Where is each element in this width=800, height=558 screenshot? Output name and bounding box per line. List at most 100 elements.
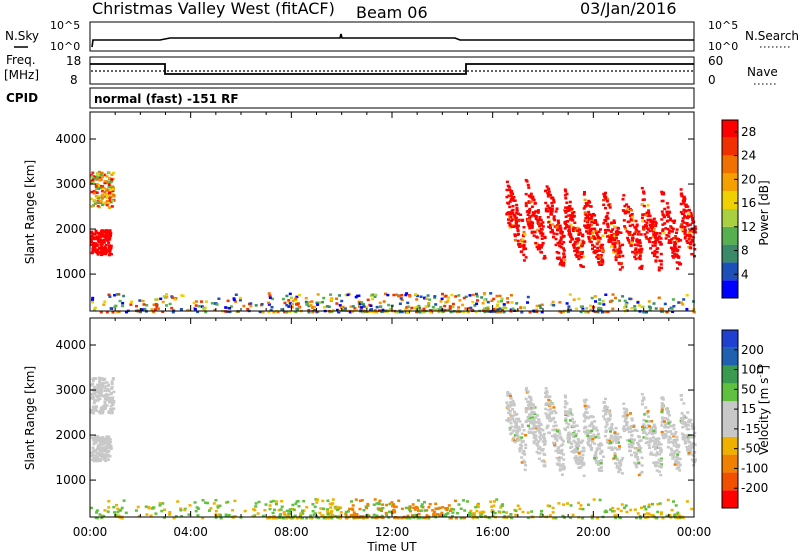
velocity-cell <box>599 466 603 469</box>
velocity-cell <box>569 409 572 412</box>
power-cell <box>563 227 567 230</box>
power-cell <box>486 307 490 311</box>
velocity-cell <box>272 515 276 518</box>
velocity-cell <box>99 457 103 461</box>
velocity-cell <box>604 404 607 408</box>
power-cell <box>415 305 419 309</box>
velocity-cell <box>92 448 96 452</box>
velocity-cell <box>416 499 420 502</box>
power-cell <box>480 296 484 299</box>
power-cell <box>404 293 408 297</box>
velocity-cell <box>680 412 684 415</box>
velocity-cell <box>673 463 677 466</box>
velocity-cell <box>508 418 512 422</box>
power-cell <box>512 214 516 217</box>
power-cell <box>589 213 593 216</box>
power-cell <box>104 252 108 256</box>
power-cell <box>612 221 616 224</box>
power-cell <box>563 255 567 259</box>
velocity-colorbar-label: Velocity [m s-1] <box>756 365 771 455</box>
velocity-cell <box>326 499 330 502</box>
power-cell <box>567 228 571 231</box>
velocity-cell <box>628 439 632 443</box>
cpid-text: normal (fast) -151 RF <box>94 92 239 106</box>
nsearch-tick-high: 10^5 <box>708 19 738 32</box>
power-cell <box>691 239 695 242</box>
power-cell <box>295 303 298 306</box>
velocity-cell <box>656 510 660 514</box>
power-cell <box>508 224 512 227</box>
power-cell <box>570 211 574 215</box>
velocity-cell <box>302 499 306 503</box>
power-cell <box>457 306 461 309</box>
velocity-cell <box>577 429 581 433</box>
velocity-cell <box>207 509 211 512</box>
power-cell <box>623 299 627 303</box>
velocity-cell <box>93 377 97 380</box>
velocity-cell <box>613 514 617 517</box>
velocity-cell <box>292 508 296 512</box>
velocity-cell <box>582 449 586 453</box>
power-cell <box>509 294 513 297</box>
velocity-cell <box>630 433 634 437</box>
velocity-cell <box>101 436 105 439</box>
power-cell <box>260 303 264 306</box>
power-cell <box>634 247 638 250</box>
velocity-cell <box>631 429 635 433</box>
velocity-cell <box>102 446 106 449</box>
velocity-cell <box>509 394 512 398</box>
power-cell <box>97 184 101 187</box>
power-cell <box>540 243 544 247</box>
velocity-cell <box>326 510 330 513</box>
power-cell <box>573 240 577 244</box>
velocity-cell <box>505 419 509 422</box>
power-cell <box>102 303 106 306</box>
velocity-cell <box>101 449 105 453</box>
power-cell <box>671 251 675 254</box>
velocity-cell <box>559 452 563 455</box>
power-colorbar-tick-label: 16 <box>741 196 756 210</box>
velocity-cell <box>511 407 515 411</box>
power-cell <box>684 210 688 213</box>
power-cell <box>375 305 379 309</box>
power-cell <box>578 228 582 231</box>
power-cell <box>141 299 145 303</box>
power-cell <box>369 304 373 307</box>
power-cell <box>601 243 605 247</box>
velocity-cell <box>633 438 636 441</box>
power-cell <box>683 228 687 232</box>
power-cell <box>379 305 383 308</box>
power-cell <box>616 232 620 236</box>
power-cell <box>621 295 625 298</box>
velocity-cell <box>615 438 619 442</box>
power-cell <box>157 307 160 310</box>
velocity-cell <box>110 380 114 384</box>
velocity-cell <box>603 510 607 514</box>
velocity-cell <box>642 418 646 422</box>
power-cell <box>614 296 617 300</box>
power-cell <box>419 295 423 298</box>
velocity-cell <box>543 465 547 468</box>
power-cell <box>540 251 544 254</box>
power-cell <box>521 238 525 242</box>
velocity-cell <box>629 424 633 428</box>
velocity-cell <box>469 509 473 513</box>
velocity-cell <box>406 514 410 518</box>
power-cell <box>603 197 607 201</box>
power-cell <box>677 245 681 249</box>
velocity-cell <box>550 434 554 438</box>
power-cell <box>655 255 659 259</box>
power-cell <box>117 293 121 296</box>
power-cell <box>311 310 315 314</box>
power-cell <box>585 230 588 233</box>
power-cell <box>490 299 494 302</box>
power-cell <box>664 227 668 230</box>
power-cell <box>107 293 111 296</box>
velocity-cell <box>630 453 633 457</box>
power-cell <box>592 245 596 248</box>
velocity-cell <box>647 503 651 506</box>
power-cell <box>283 301 287 305</box>
velocity-cell <box>91 382 95 386</box>
power-cell <box>555 232 559 236</box>
power-cell <box>529 196 533 199</box>
